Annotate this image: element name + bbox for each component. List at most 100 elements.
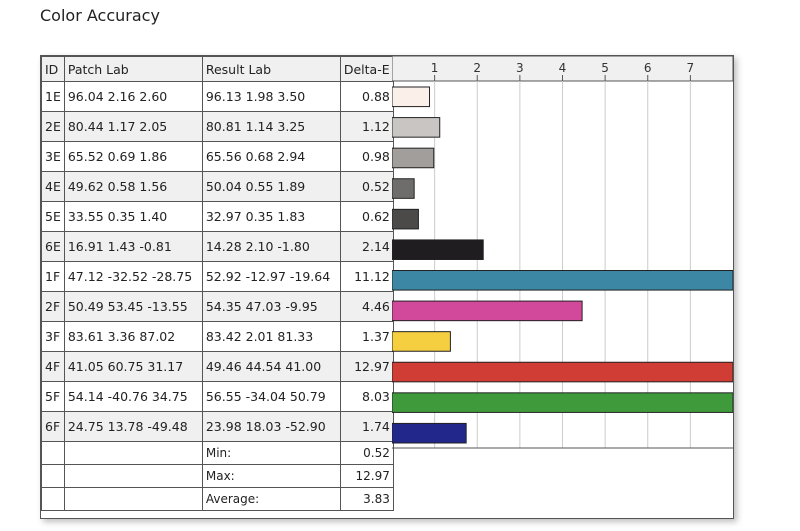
table-row: 6F 24.75 13.78 -49.48 23.98 18.03 -52.90 1.… (41, 411, 394, 442)
empty-cell (41, 487, 65, 511)
cell-value_labels: 8.03 (339, 381, 394, 412)
cell-categories: 2F (41, 291, 65, 322)
cell-patch_lab: 65.52 0.69 1.86 (63, 141, 203, 172)
cell-result_lab: 52.92 -12.97 -19.64 (201, 261, 341, 292)
cell-categories: 4E (41, 171, 65, 202)
table-row: 5E 33.55 0.35 1.40 32.97 0.35 1.83 0.62 (41, 201, 394, 232)
empty-cell (41, 464, 65, 488)
summary-value: 0.52 (339, 441, 394, 465)
tick-label: 1 (431, 61, 439, 75)
table-row: 4E 49.62 0.58 1.56 50.04 0.55 1.89 0.52 (41, 171, 394, 202)
table-row: 1E 96.04 2.16 2.60 96.13 1.98 3.50 0.88 (41, 81, 394, 112)
cell-patch_lab: 24.75 13.78 -49.48 (63, 411, 203, 442)
cell-result_lab: 80.81 1.14 3.25 (201, 111, 341, 142)
summary-label: Min: (201, 441, 341, 465)
color-accuracy-table: ID Patch Lab Result Lab Delta-E 1E 96.04 … (40, 55, 734, 519)
bar-5F (392, 392, 733, 413)
cell-categories: 5E (41, 201, 65, 232)
tick-label: 3 (516, 61, 524, 75)
page-title: Color Accuracy (40, 6, 160, 25)
header-result: Result Lab (201, 56, 341, 82)
table-row: 4F 41.05 60.75 31.17 49.46 44.54 41.00 12.9… (41, 351, 394, 382)
table-row: 2E 80.44 1.17 2.05 80.81 1.14 3.25 1.12 (41, 111, 394, 142)
table-row: 1F 47.12 -32.52 -28.75 52.92 -12.97 -19.64… (41, 261, 394, 292)
summary-value: 3.83 (339, 487, 394, 511)
header-delta: Delta-E (339, 56, 394, 82)
bar-2E (392, 117, 441, 138)
summary-label: Max: (201, 464, 341, 488)
cell-categories: 1F (41, 261, 65, 292)
cell-result_lab: 14.28 2.10 -1.80 (201, 231, 341, 262)
cell-result_lab: 50.04 0.55 1.89 (201, 171, 341, 202)
summary-label: Average: (201, 487, 341, 511)
cell-result_lab: 23.98 18.03 -52.90 (201, 411, 341, 442)
cell-value_labels: 0.98 (339, 141, 394, 172)
cell-categories: 6E (41, 231, 65, 262)
empty-cell (63, 487, 203, 511)
bar-4F (392, 361, 733, 383)
cell-value_labels: 11.12 (339, 261, 394, 292)
data-table: ID Patch Lab Result Lab Delta-E 1E 96.04 … (41, 56, 394, 511)
cell-value_labels: 4.46 (339, 291, 394, 322)
cell-value_labels: 0.62 (339, 201, 394, 232)
cell-result_lab: 96.13 1.98 3.50 (201, 81, 341, 112)
cell-patch_lab: 83.61 3.36 87.02 (63, 321, 203, 352)
summary-value: 12.97 (339, 464, 394, 488)
table-row: 3E 65.52 0.69 1.86 65.56 0.68 2.94 0.98 (41, 141, 394, 172)
bar-2F (392, 300, 583, 322)
cell-categories: 3F (41, 321, 65, 352)
bar-3E (392, 147, 435, 169)
header-row: ID Patch Lab Result Lab Delta-E (41, 56, 394, 82)
cell-patch_lab: 50.49 53.45 -13.55 (63, 291, 203, 322)
header-id: ID (41, 56, 65, 82)
cell-result_lab: 54.35 47.03 -9.95 (201, 291, 341, 322)
bar-4E (392, 178, 415, 199)
cell-result_lab: 65.56 0.68 2.94 (201, 141, 341, 172)
cell-categories: 1E (41, 81, 65, 112)
summary-row: Min: 0.52 (41, 441, 394, 465)
cell-patch_lab: 16.91 1.43 -0.81 (63, 231, 203, 262)
cell-patch_lab: 80.44 1.17 2.05 (63, 111, 203, 142)
empty-cell (41, 441, 65, 465)
table-row: 2F 50.49 53.45 -13.55 54.35 47.03 -9.95 4.4… (41, 291, 394, 322)
cell-result_lab: 56.55 -34.04 50.79 (201, 381, 341, 412)
empty-cell (63, 441, 203, 465)
cell-value_labels: 1.37 (339, 321, 394, 352)
bar-3F (392, 331, 451, 352)
cell-value_labels: 1.74 (339, 411, 394, 442)
cell-patch_lab: 96.04 2.16 2.60 (63, 81, 203, 112)
bar-1F (392, 270, 733, 291)
cell-patch_lab: 47.12 -32.52 -28.75 (63, 261, 203, 292)
cell-result_lab: 49.46 44.54 41.00 (201, 351, 341, 382)
cell-categories: 4F (41, 351, 65, 382)
table-row: 3F 83.61 3.36 87.02 83.42 2.01 81.33 1.37 (41, 321, 394, 352)
tick-label: 5 (601, 61, 609, 75)
empty-cell (63, 464, 203, 488)
cell-value_labels: 2.14 (339, 231, 394, 262)
cell-patch_lab: 54.14 -40.76 34.75 (63, 381, 203, 412)
tick-label: 6 (644, 61, 652, 75)
delta-e-bar-chart: 1 2 3 4 5 6 7 (392, 56, 733, 449)
bar-5E (392, 208, 419, 230)
cell-result_lab: 32.97 0.35 1.83 (201, 201, 341, 232)
cell-value_labels: 0.88 (339, 81, 394, 112)
cell-result_lab: 83.42 2.01 81.33 (201, 321, 341, 352)
cell-patch_lab: 49.62 0.58 1.56 (63, 171, 203, 202)
cell-categories: 3E (41, 141, 65, 172)
tick-label: 7 (687, 61, 695, 75)
summary-row: Max: 12.97 (41, 464, 394, 488)
cell-value_labels: 1.12 (339, 111, 394, 142)
bar-6F (392, 422, 467, 444)
cell-categories: 6F (41, 411, 65, 442)
cell-categories: 5F (41, 381, 65, 412)
header-patch: Patch Lab (63, 56, 203, 82)
bar-1E (392, 86, 431, 108)
cell-patch_lab: 41.05 60.75 31.17 (63, 351, 203, 382)
bar-6E (392, 239, 484, 261)
cell-patch_lab: 33.55 0.35 1.40 (63, 201, 203, 232)
table-row: 6E 16.91 1.43 -0.81 14.28 2.10 -1.80 2.14 (41, 231, 394, 262)
tick-label: 2 (473, 61, 481, 75)
cell-value_labels: 0.52 (339, 171, 394, 202)
summary-row: Average: 3.83 (41, 487, 394, 511)
cell-value_labels: 12.97 (339, 351, 394, 382)
